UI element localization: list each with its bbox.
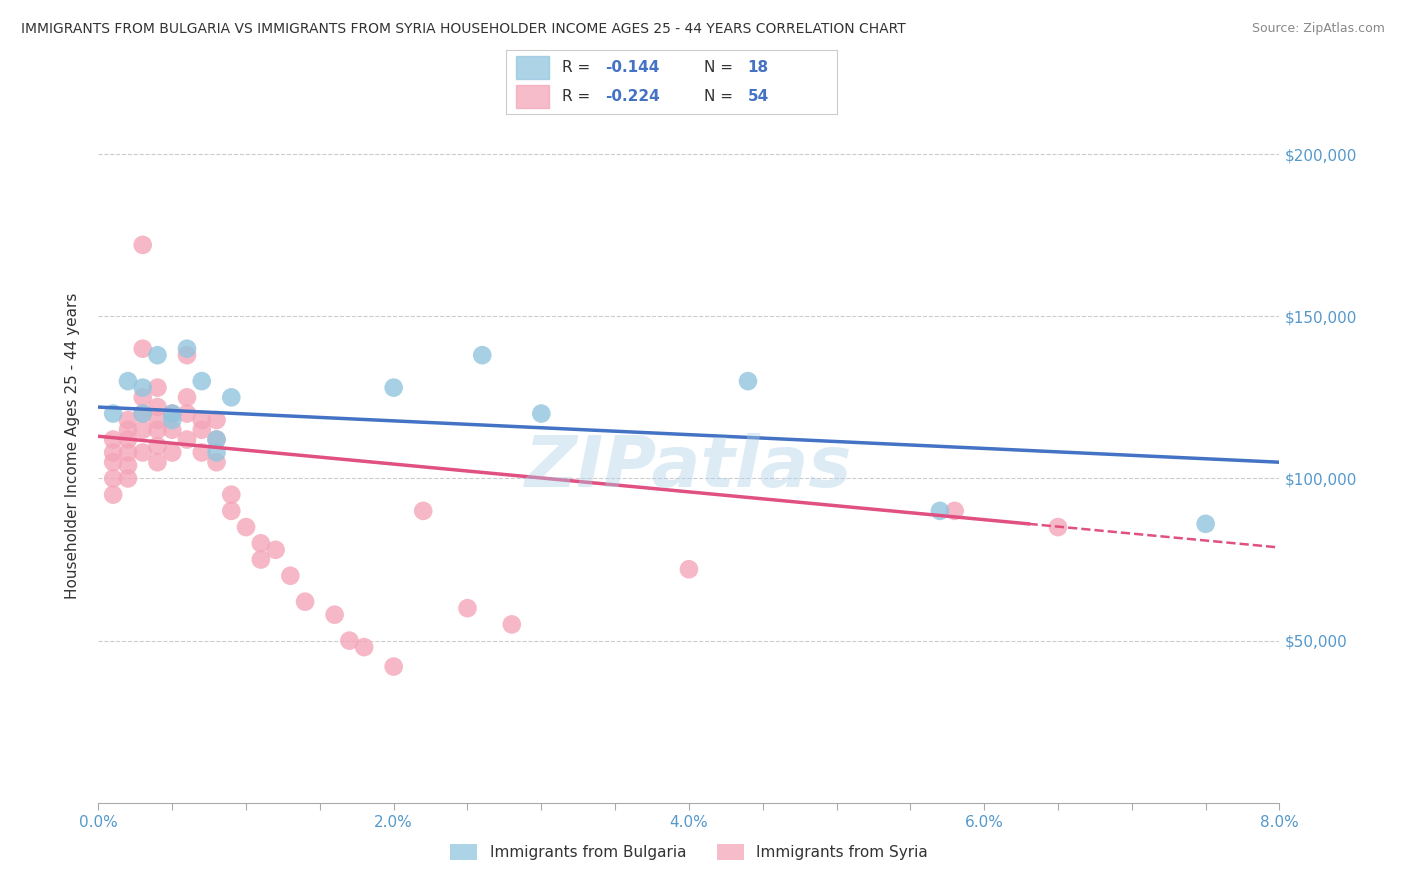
Text: -0.144: -0.144 [605,60,659,75]
Point [132,407,155,421]
Point [162,445,183,459]
Text: N =: N = [704,60,738,75]
Point [103,455,125,469]
Point [132,445,155,459]
Point [235,520,257,534]
Point [205,433,228,447]
Text: 54: 54 [748,88,769,103]
Point [323,607,346,622]
Point [132,423,155,437]
Point [162,407,183,421]
Point [146,455,169,469]
Point [412,504,434,518]
Point [176,348,198,362]
Point [103,471,125,485]
Point [132,238,155,252]
Point [191,374,214,388]
Point [162,407,183,421]
Point [205,445,228,459]
Point [103,433,125,447]
Point [221,488,243,502]
Point [117,445,139,459]
Point [176,342,198,356]
Point [117,374,139,388]
Point [221,390,243,404]
Point [146,400,169,414]
Point [176,433,198,447]
Point [205,455,228,469]
FancyBboxPatch shape [516,85,550,108]
Point [146,348,169,362]
Text: N =: N = [704,88,738,103]
Y-axis label: Householder Income Ages 25 - 44 years: Householder Income Ages 25 - 44 years [65,293,80,599]
Point [117,413,139,427]
Point [117,471,139,485]
Point [146,439,169,453]
Point [191,413,214,427]
Point [162,423,183,437]
Point [530,407,553,421]
Point [132,381,155,395]
Point [132,342,155,356]
Point [146,423,169,437]
Point [176,390,198,404]
Point [103,407,125,421]
Point [353,640,375,654]
Point [132,407,155,421]
Point [162,413,183,427]
Point [176,407,198,421]
Text: 18: 18 [748,60,769,75]
Point [205,433,228,447]
Point [191,423,214,437]
Text: ZIPatlas: ZIPatlas [526,433,852,502]
Point [1046,520,1070,534]
Text: IMMIGRANTS FROM BULGARIA VS IMMIGRANTS FROM SYRIA HOUSEHOLDER INCOME AGES 25 - 4: IMMIGRANTS FROM BULGARIA VS IMMIGRANTS F… [21,22,905,37]
Point [471,348,494,362]
Point [1195,516,1218,531]
Point [117,423,139,437]
Point [382,659,405,673]
Point [678,562,700,576]
Point [737,374,759,388]
Text: -0.224: -0.224 [605,88,659,103]
Point [264,542,287,557]
Point [943,504,966,518]
Point [103,488,125,502]
Text: R =: R = [562,88,596,103]
Point [501,617,523,632]
Point [103,445,125,459]
Point [132,390,155,404]
Point [191,445,214,459]
Point [117,433,139,447]
Text: Source: ZipAtlas.com: Source: ZipAtlas.com [1251,22,1385,36]
Point [457,601,479,615]
Point [382,381,405,395]
Point [146,381,169,395]
Text: R =: R = [562,60,596,75]
Point [294,595,316,609]
Legend: Immigrants from Bulgaria, Immigrants from Syria: Immigrants from Bulgaria, Immigrants fro… [444,838,934,866]
Point [280,568,302,582]
Point [250,536,273,550]
FancyBboxPatch shape [516,55,550,78]
Point [250,552,273,566]
Point [205,413,228,427]
Point [339,633,361,648]
Point [146,413,169,427]
Point [929,504,952,518]
Point [221,504,243,518]
Point [117,458,139,473]
